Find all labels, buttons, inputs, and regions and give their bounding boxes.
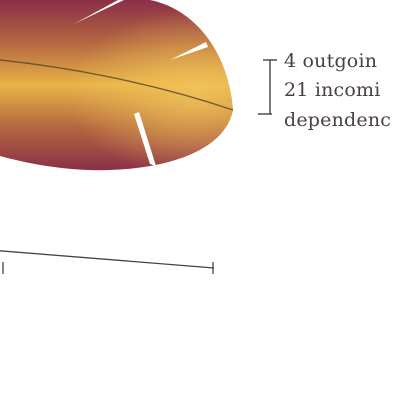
feather-notch-top-1	[74, 0, 124, 24]
legend-line-incoming: 21 incomi	[284, 79, 381, 101]
feather-midrib	[0, 59, 234, 111]
legend-line-outgoing: 4 outgoin	[284, 50, 378, 72]
feather-notch-bottom	[134, 112, 156, 166]
feather-notch-top-2	[170, 42, 208, 60]
feather-highlight	[0, 0, 233, 171]
scale-bar	[0, 250, 215, 274]
legend-line-dependencies: dependenc	[284, 109, 392, 131]
legend-bracket	[258, 59, 277, 115]
